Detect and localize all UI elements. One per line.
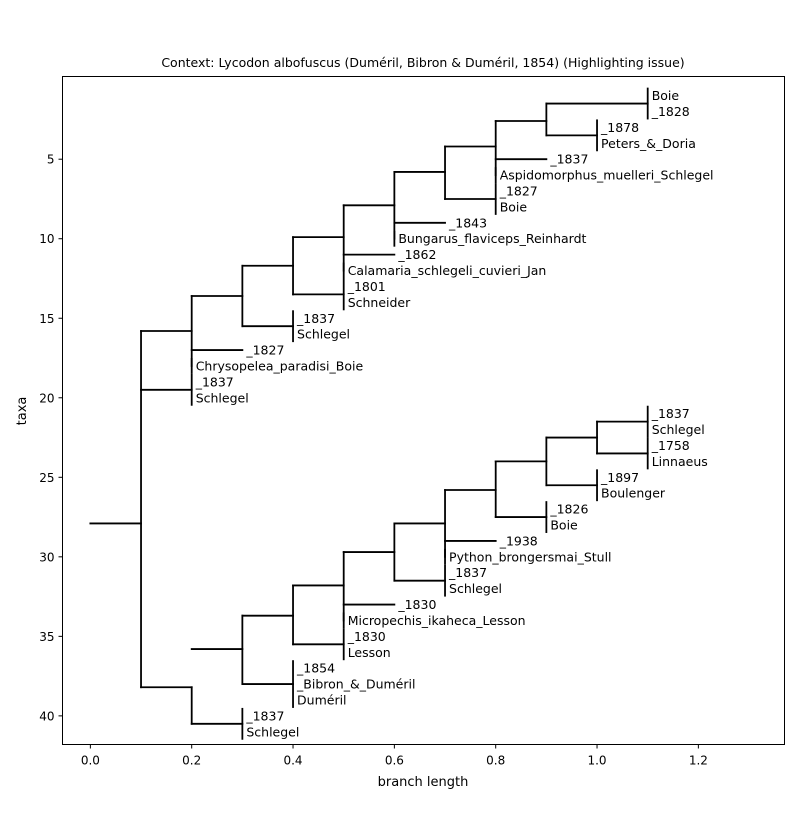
- leaf-label: _1758: [651, 438, 690, 453]
- leaf-label: _1837: [296, 311, 335, 326]
- leaf-label: _1827: [245, 343, 284, 358]
- leaf-label: Peters_&_Doria: [601, 136, 696, 151]
- leaf-label: Schlegel: [297, 327, 350, 342]
- chart-title: Context: Lycodon albofuscus (Duméril, Bi…: [161, 55, 684, 70]
- leaf-label: Schlegel: [196, 390, 249, 405]
- leaf-label: _1830: [347, 629, 386, 644]
- leaf-label: Boie: [652, 88, 680, 103]
- plot-frame: [62, 76, 785, 745]
- x-tick-label: 0.6: [385, 754, 404, 768]
- x-tick-label: 1.0: [587, 754, 606, 768]
- x-tick-label: 1.2: [689, 754, 708, 768]
- leaf-label: Schneider: [348, 295, 411, 310]
- leaf-label: _1938: [499, 533, 538, 548]
- leaf-label: _1843: [448, 215, 487, 230]
- leaf-label: _1837: [448, 565, 487, 580]
- leaf-label: Micropechis_ikaheca_Lesson: [348, 613, 526, 628]
- y-tick-label: 25: [39, 471, 54, 485]
- leaf-label: Calamaria_schlegeli_cuvieri_Jan: [348, 263, 547, 278]
- y-axis: 5 10 15 20 25 30 35 40: [39, 153, 63, 723]
- leaf-label: _1828: [651, 104, 690, 119]
- x-tick-label: 0.4: [283, 754, 302, 768]
- leaf-label: Lesson: [348, 645, 391, 660]
- leaf-label: Boie: [550, 518, 578, 533]
- y-tick-label: 5: [47, 153, 55, 167]
- y-tick-label: 40: [39, 709, 54, 723]
- leaf-label: _1897: [600, 470, 639, 485]
- leaf-label: _1827: [499, 184, 538, 199]
- tree-branches: [89, 87, 649, 740]
- y-tick-label: 10: [39, 232, 54, 246]
- leaf-label: _1878: [600, 120, 639, 135]
- x-tick-label: 0.8: [486, 754, 505, 768]
- leaf-label: _1826: [549, 502, 588, 517]
- leaf-label: Boulenger: [601, 486, 666, 501]
- leaf-label: Schlegel: [449, 581, 502, 596]
- leaf-label: Boie: [500, 199, 528, 214]
- leaf-label: Python_brongersmai_Stull: [449, 549, 612, 564]
- leaf-label: Duméril: [297, 692, 347, 707]
- x-tick-label: 0.0: [81, 754, 100, 768]
- leaf-label: _1837: [195, 374, 234, 389]
- leaf-label: Chrysopelea_paradisi_Boie: [196, 358, 364, 373]
- leaf-label: _1862: [397, 247, 436, 262]
- leaf-labels: Boie_1828_1878Peters_&_Doria_1837Aspidom…: [195, 88, 714, 739]
- x-axis: 0.0 0.2 0.4 0.6 0.8 1.0 1.2: [81, 744, 708, 768]
- leaf-label: Schlegel: [246, 724, 299, 739]
- leaf-label: _Bibron_&_Duméril: [296, 677, 415, 692]
- leaf-label: _1854: [296, 661, 335, 676]
- leaf-label: _1837: [549, 152, 588, 167]
- leaf-label: _1830: [397, 597, 436, 612]
- leaf-label: _1837: [651, 406, 690, 421]
- x-axis-label: branch length: [378, 775, 469, 790]
- y-tick-label: 20: [39, 391, 54, 405]
- leaf-label: _1837: [245, 708, 284, 723]
- y-tick-label: 35: [39, 630, 54, 644]
- x-tick-label: 0.2: [182, 754, 201, 768]
- leaf-label: Linnaeus: [652, 454, 708, 469]
- leaf-label: Bungarus_flaviceps_Reinhardt: [398, 231, 586, 246]
- y-tick-label: 30: [39, 550, 54, 564]
- leaf-label: Aspidomorphus_muelleri_Schlegel: [500, 168, 714, 183]
- leaf-label: _1801: [347, 279, 386, 294]
- leaf-label: Schlegel: [652, 422, 705, 437]
- y-axis-label: taxa: [15, 397, 30, 426]
- y-tick-label: 15: [39, 312, 54, 326]
